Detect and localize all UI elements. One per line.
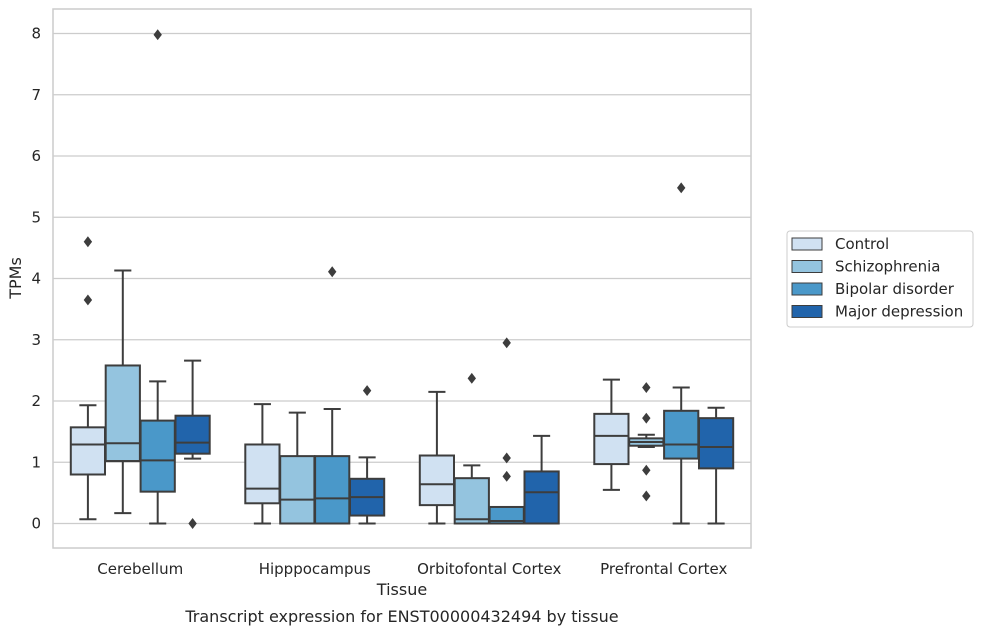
box-iqr [453,477,490,525]
box-schizophrenia [104,269,141,515]
box-iqr [69,426,107,476]
y-tick-label: 3 [31,331,41,349]
legend-item: Control [791,235,889,253]
outlier-point [642,412,651,424]
legend-swatch [791,282,823,296]
outlier-point [467,372,476,384]
box-control [418,390,456,525]
y-tick-label: 5 [31,208,41,226]
outlier-point [677,182,686,194]
legend-swatch [791,305,823,318]
box-control [244,403,281,525]
box-major-depression [174,359,211,529]
y-tick-labels: 0 1 2 3 4 5 6 7 8 [31,25,41,533]
box-iqr [523,470,560,525]
box-iqr [104,364,141,463]
outlier-point [328,266,337,278]
legend-label: Control [835,235,889,253]
box-bipolar-disorder [314,266,351,525]
box-iqr [697,417,735,470]
outlier-point [83,294,93,306]
x-tick-label: Prefrontal Cortex [600,560,727,578]
box-major-depression [523,434,560,525]
box-iqr [663,409,700,460]
legend-frame [786,230,974,328]
outlier-point [642,464,651,476]
box-bipolar-disorder [139,29,176,525]
box-iqr [244,443,281,505]
box-iqr [593,412,630,466]
x-tick-labels: Cerebellum Hipppocampus Orbitofontal Corte… [97,560,727,578]
y-tick-label: 1 [31,453,41,471]
y-axis-title: TPMs [6,257,25,300]
legend-swatch [791,260,823,273]
outlier-point [362,385,372,397]
y-tick-label: 0 [31,515,41,533]
legend-item: Bipolar disorder [791,280,955,298]
outlier-point [642,382,651,393]
x-tick-label: Cerebellum [97,560,183,578]
box-schizophrenia [453,372,490,525]
box-iqr [418,454,456,507]
legend: Control Schizophrenia Bipolar disorder Majo… [786,230,974,328]
box-iqr [279,455,316,525]
box-major-depression [348,385,386,525]
legend-items: Control Schizophrenia Bipolar disorder Majo… [791,235,963,321]
outlier-point [153,29,162,41]
outlier-point [502,337,511,349]
y-tick-label: 6 [31,147,41,165]
outlier-point [83,236,93,248]
boxes [69,29,735,529]
outlier-point [502,470,511,482]
plot-frame [52,8,752,549]
box-schizophrenia [279,411,316,525]
x-axis-title: Tissue [376,580,427,599]
box-iqr [139,419,176,493]
box-iqr [174,414,211,455]
y-tick-label: 7 [31,86,41,104]
x-tick-label: Hipppocampus [259,560,371,578]
legend-label: Major depression [835,303,963,321]
legend-item: Schizophrenia [791,258,940,276]
legend-label: Bipolar disorder [835,280,955,298]
x-tick-label: Orbitofontal Cortex [417,560,561,578]
outlier-point [502,452,511,464]
box-control [593,378,630,491]
box-bipolar-disorder [663,182,700,525]
box-major-depression [697,406,735,525]
outlier-point [188,518,197,529]
legend-swatch [791,237,823,251]
outlier-point [642,490,651,502]
legend-item: Major depression [791,303,963,321]
y-tick-label: 8 [31,25,41,43]
legend-label: Schizophrenia [835,258,940,276]
box-bipolar-disorder [488,337,525,525]
figure-caption: Transcript expression for ENST0000043249… [184,607,618,626]
y-tick-label: 2 [31,392,41,410]
box-iqr [314,455,351,525]
y-tick-label: 4 [31,270,41,288]
box-schizophrenia [628,382,665,502]
